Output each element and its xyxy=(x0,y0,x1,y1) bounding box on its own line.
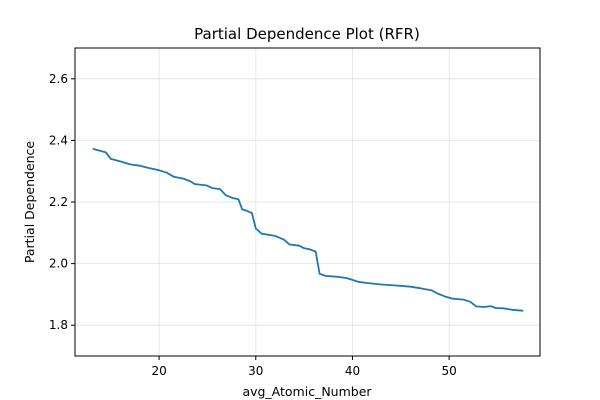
y-tick-label: 2.4 xyxy=(49,133,68,147)
x-tick-label: 30 xyxy=(248,364,263,378)
y-tick-label: 1.8 xyxy=(49,318,68,332)
y-tick-label: 2.6 xyxy=(49,72,68,86)
chart-title: Partial Dependence Plot (RFR) xyxy=(194,25,420,43)
x-tick-label: 50 xyxy=(441,364,456,378)
series-layer xyxy=(92,148,524,312)
tick-layer: 20 30 40 50 1.8 2.0 2.2 2.4 2.6 xyxy=(49,72,457,378)
y-tick-label: 2.2 xyxy=(49,195,68,209)
y-tick-label: 2.0 xyxy=(49,257,68,271)
partial-dependence-line xyxy=(92,148,524,312)
y-axis-label: Partial Dependence xyxy=(22,141,37,264)
x-tick-label: 40 xyxy=(345,364,360,378)
x-tick-label: 20 xyxy=(151,364,166,378)
x-axis-label: avg_Atomic_Number xyxy=(242,384,372,399)
grid-layer xyxy=(75,48,540,356)
